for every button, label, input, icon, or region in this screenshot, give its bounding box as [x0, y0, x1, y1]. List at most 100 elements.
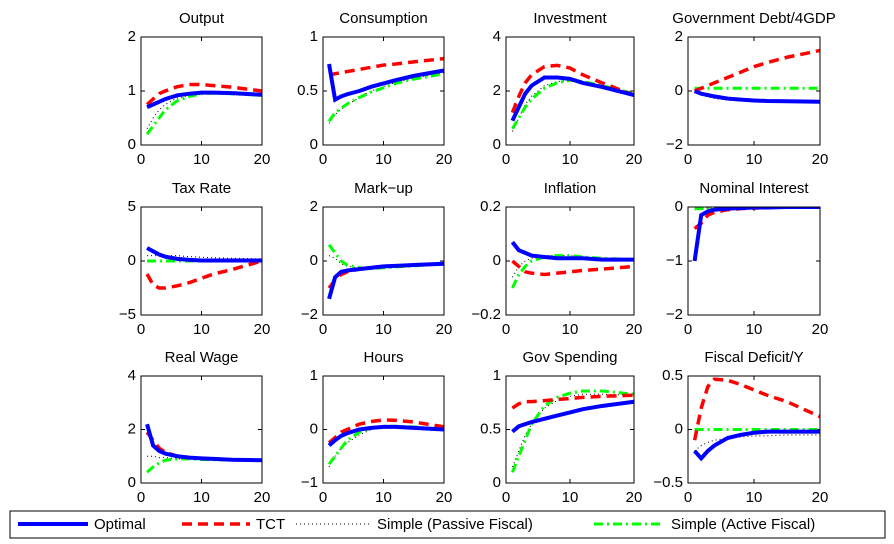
- y-tick-label: −2: [301, 306, 318, 323]
- axes-frame: [140, 206, 263, 316]
- series-line: [146, 246, 262, 263]
- legend-label: Simple (Active Fiscal): [671, 516, 815, 533]
- x-tick-label: 0: [319, 321, 327, 338]
- x-tick-label: 10: [746, 321, 763, 338]
- axes-box: [323, 37, 444, 145]
- series-line: [511, 399, 634, 434]
- x-tick-label: 20: [812, 321, 829, 338]
- axes-box: [688, 37, 820, 145]
- axes-frame: [505, 206, 635, 316]
- y-tick-label: 4: [493, 28, 501, 45]
- y-tick-label: 0.2: [480, 198, 501, 215]
- chart-title: Inflation: [544, 180, 597, 197]
- y-tick-label: 1: [310, 28, 318, 45]
- x-tick-label: 0: [684, 321, 692, 338]
- axes-box: [141, 376, 262, 483]
- x-tick-label: 0: [137, 321, 145, 338]
- y-tick-label: −1: [666, 252, 683, 269]
- y-tick-label: 0: [493, 474, 501, 491]
- x-tick-label: 0: [319, 151, 327, 168]
- series-line: [145, 82, 262, 106]
- axes-frame: [322, 206, 445, 316]
- x-tick-label: 10: [562, 321, 579, 338]
- y-tick-label: 0: [310, 420, 318, 437]
- x-tick-label: 20: [254, 489, 271, 506]
- legend-box: [9, 510, 886, 539]
- x-tick-label: 20: [626, 489, 643, 506]
- axes-frame: [322, 36, 445, 146]
- y-tick-label: 5: [128, 198, 136, 215]
- x-tick-label: 20: [626, 151, 643, 168]
- y-tick-label: 0: [310, 252, 318, 269]
- axes-frame: [140, 375, 263, 484]
- x-tick-label: 20: [812, 489, 829, 506]
- x-tick-label: 20: [812, 151, 829, 168]
- chart-title: Fiscal Deficit/Y: [704, 349, 803, 366]
- axes-frame: [687, 36, 821, 146]
- series-line: [145, 91, 262, 136]
- series-line: [510, 240, 634, 262]
- series-line: [511, 255, 634, 278]
- x-tick-label: 10: [375, 321, 392, 338]
- y-tick-label: −1: [301, 474, 318, 491]
- x-tick-label: 10: [562, 151, 579, 168]
- y-tick-label: 1: [310, 367, 318, 384]
- chart-title: Tax Rate: [172, 180, 231, 197]
- series-line: [327, 63, 444, 103]
- y-tick-label: 0: [675, 82, 683, 99]
- y-tick-label: 2: [310, 198, 318, 215]
- x-tick-label: 10: [746, 489, 763, 506]
- series-line: [511, 393, 634, 410]
- y-tick-label: 0: [310, 136, 318, 153]
- series-line: [510, 63, 634, 114]
- series-line: [327, 261, 444, 300]
- axes-frame: [687, 206, 821, 316]
- x-tick-label: 20: [254, 151, 271, 168]
- y-tick-label: 1: [128, 82, 136, 99]
- y-tick-label: −2: [666, 136, 683, 153]
- y-tick-label: 0: [493, 252, 501, 269]
- legend-label: Optimal: [94, 516, 146, 533]
- x-tick-label: 20: [254, 321, 271, 338]
- x-tick-label: 0: [502, 489, 510, 506]
- series-line: [692, 377, 820, 441]
- series-line: [146, 90, 262, 110]
- x-tick-label: 0: [502, 321, 510, 338]
- x-tick-label: 20: [436, 321, 453, 338]
- y-tick-label: 2: [493, 82, 501, 99]
- x-tick-label: 20: [626, 321, 643, 338]
- chart-title: Nominal Interest: [699, 180, 809, 197]
- x-tick-label: 10: [375, 489, 392, 506]
- y-tick-label: 0: [128, 136, 136, 153]
- chart-title: Real Wage: [165, 349, 239, 366]
- y-tick-label: 4: [128, 367, 136, 384]
- series-line: [328, 56, 444, 77]
- axes-frame: [505, 375, 635, 484]
- series-line: [511, 259, 634, 277]
- x-tick-label: 20: [436, 489, 453, 506]
- x-tick-label: 10: [193, 321, 210, 338]
- series-line: [694, 434, 820, 452]
- x-tick-label: 0: [684, 489, 692, 506]
- y-tick-label: 0.5: [662, 367, 683, 384]
- axes-frame: [505, 36, 635, 146]
- x-tick-label: 10: [746, 151, 763, 168]
- series-line: [147, 255, 262, 260]
- chart-title: Output: [179, 10, 225, 27]
- x-tick-label: 0: [502, 151, 510, 168]
- y-tick-label: 0: [675, 198, 683, 215]
- x-tick-label: 0: [137, 151, 145, 168]
- y-tick-label: 2: [675, 28, 683, 45]
- legend-label: Simple (Passive Fiscal): [377, 516, 533, 533]
- y-tick-label: 2: [128, 420, 136, 437]
- axes-frame: [140, 36, 263, 146]
- series-line: [145, 423, 262, 463]
- axes-frame: [322, 375, 445, 484]
- y-tick-label: 1: [493, 367, 501, 384]
- x-tick-label: 10: [193, 151, 210, 168]
- x-tick-label: 10: [193, 489, 210, 506]
- x-tick-label: 10: [562, 489, 579, 506]
- chart-title: Mark−up: [354, 180, 413, 197]
- x-tick-label: 10: [375, 151, 392, 168]
